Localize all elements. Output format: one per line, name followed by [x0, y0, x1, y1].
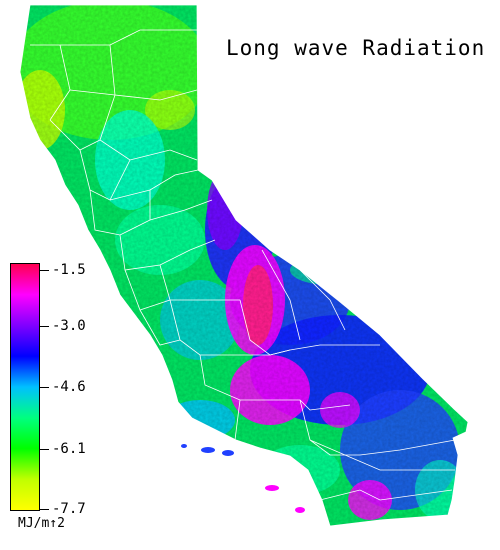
legend-tick-label: -6.1 — [52, 441, 86, 457]
channel-islands — [181, 444, 305, 513]
legend-tick-label: -7.7 — [52, 501, 86, 517]
legend-tick — [40, 326, 49, 327]
legend-colorbar — [10, 263, 40, 511]
legend-tick — [40, 509, 49, 510]
legend-units: MJ/m↑2 — [18, 516, 65, 531]
legend-tick-label: -3.0 — [52, 318, 86, 334]
legend-tick — [40, 449, 49, 450]
county-boundaries — [30, 29, 456, 501]
legend-tick-label: -1.5 — [52, 262, 86, 278]
map-title: Long wave Radiation — [226, 36, 486, 60]
state-outline — [19, 4, 469, 527]
legend-tick-label: -4.6 — [52, 379, 86, 395]
legend-tick — [40, 270, 49, 271]
legend-tick — [40, 387, 49, 388]
